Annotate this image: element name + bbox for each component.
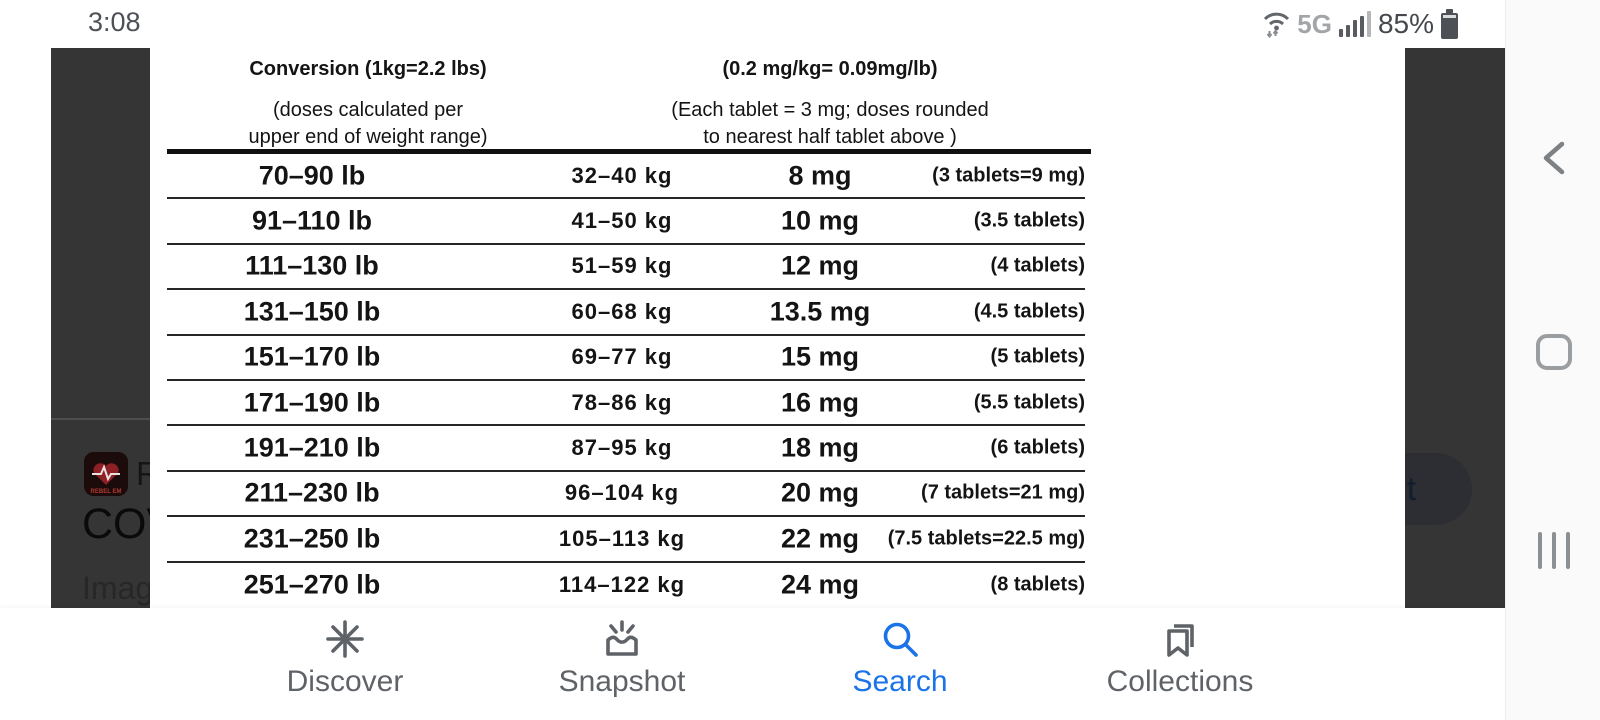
- dose-mg-cell: 24 mg: [780, 569, 860, 600]
- weight-kg-cell: 32–40 kg: [571, 162, 673, 188]
- dose-mg-cell: 18 mg: [780, 432, 860, 463]
- network-type-label: 5G: [1297, 8, 1332, 39]
- image-viewer-photo[interactable]: Conversion (1kg=2.2 lbs) (doses calculat…: [150, 48, 1405, 608]
- table-row: 70–90 lb 32–40 kg 8 mg (3 tablets=9 mg): [167, 154, 1085, 200]
- result-title-fragment: COV: [82, 500, 150, 548]
- tab-search[interactable]: Search: [770, 608, 1030, 700]
- wifi-icon: [1264, 12, 1290, 39]
- tablet-count-cell: (4 tablets): [990, 254, 1085, 277]
- table-row: 251–270 lb 114–122 kg 24 mg (8 tablets): [167, 563, 1085, 608]
- discover-asterisk-icon: [326, 620, 364, 658]
- recents-button[interactable]: [1506, 532, 1600, 569]
- table-row: 111–130 lb 51–59 kg 12 mg (4 tablets): [167, 245, 1085, 291]
- signal-strength-icon: [1338, 11, 1371, 37]
- status-bar: 3:08 5G 85%: [0, 0, 1505, 48]
- system-navigation-bar: [1505, 0, 1600, 720]
- weight-lb-cell: 70–90 lb: [258, 160, 366, 191]
- tablet-count-cell: (6 tablets): [990, 436, 1085, 459]
- site-name-fragment: R: [136, 455, 150, 492]
- snapshot-tray-icon: [606, 620, 638, 656]
- clock: 3:08: [88, 7, 141, 37]
- visit-button-label-fragment: t: [1407, 470, 1417, 507]
- table-row: 191–210 lb 87–95 kg 18 mg (6 tablets): [167, 426, 1085, 472]
- tab-label: Discover: [286, 665, 404, 698]
- home-icon: [1535, 334, 1572, 370]
- dose-mg-cell: 10 mg: [780, 205, 860, 236]
- dose-mg-cell: 22 mg: [780, 523, 860, 554]
- weight-kg-cell: 87–95 kg: [571, 435, 673, 461]
- header-rule: [167, 149, 1091, 154]
- table-row: 91–110 lb 41–50 kg 10 mg (3.5 tablets): [167, 199, 1085, 245]
- tablet-count-cell: (5 tablets): [990, 345, 1085, 368]
- weight-kg-cell: 96–104 kg: [564, 480, 680, 506]
- dose-mg-cell: 8 mg: [788, 160, 852, 191]
- weight-kg-cell: 78–86 kg: [571, 389, 673, 415]
- svg-text:REBEL EM: REBEL EM: [91, 489, 122, 495]
- dose-rate-header: (0.2 mg/kg= 0.09mg/lb): [722, 58, 938, 80]
- weight-lb-cell: 151–170 lb: [243, 341, 381, 372]
- tab-label: Snapshot: [558, 665, 686, 698]
- recents-icon: [1537, 532, 1570, 569]
- table-row: 231–250 lb 105–113 kg 22 mg (7.5 tablets…: [167, 517, 1085, 563]
- tablet-count-cell: (7 tablets=21 mg): [921, 481, 1085, 504]
- tablet-count-cell: (4.5 tablets): [973, 300, 1085, 323]
- collections-bookmark-icon: [1167, 624, 1194, 657]
- tab-label: Search: [852, 665, 948, 698]
- weight-lb-cell: 211–230 lb: [244, 477, 380, 508]
- table-row: 211–230 lb 96–104 kg 20 mg (7 tablets=21…: [167, 472, 1085, 518]
- table-header-right: (0.2 mg/kg= 0.09mg/lb) (Each tablet = 3 …: [600, 48, 1060, 151]
- weight-lb-cell: 191–210 lb: [243, 432, 381, 463]
- weight-kg-cell: 41–50 kg: [571, 208, 673, 234]
- table-header-left: Conversion (1kg=2.2 lbs) (doses calculat…: [150, 48, 586, 151]
- divider: [51, 418, 150, 420]
- tablet-count-cell: (7.5 tablets=22.5 mg): [887, 527, 1085, 550]
- table-row: 131–150 lb 60–68 kg 13.5 mg (4.5 tablets…: [167, 290, 1085, 336]
- tab-snapshot[interactable]: Snapshot: [492, 608, 752, 700]
- tab-collections[interactable]: Collections: [1050, 608, 1310, 700]
- weight-lb-cell: 231–250 lb: [243, 523, 381, 554]
- dim-overlay-left: REBEL EM R COV Imag: [51, 48, 150, 608]
- weight-lb-cell: 131–150 lb: [243, 296, 381, 327]
- weight-lb-cell: 171–190 lb: [243, 387, 381, 418]
- weight-lb-cell: 251–270 lb: [243, 569, 381, 600]
- tablet-count-cell: (8 tablets): [990, 573, 1085, 596]
- search-icon: [883, 622, 918, 657]
- weight-lb-cell: 111–130 lb: [245, 250, 379, 281]
- battery-icon: [1441, 9, 1458, 39]
- weight-kg-cell: 69–77 kg: [571, 344, 673, 370]
- weight-lb-cell: 91–110 lb: [251, 205, 373, 236]
- dose-mg-cell: 15 mg: [780, 341, 860, 372]
- battery-percent-label: 85%: [1377, 8, 1434, 39]
- dose-mg-cell: 20 mg: [780, 477, 860, 508]
- table-row: 151–170 lb 69–77 kg 15 mg (5 tablets): [167, 336, 1085, 381]
- weight-kg-cell: 60–68 kg: [571, 298, 673, 324]
- back-button[interactable]: [1506, 138, 1600, 178]
- home-button[interactable]: [1506, 334, 1600, 370]
- dose-mg-cell: 12 mg: [780, 250, 860, 281]
- site-favicon: REBEL EM: [84, 452, 128, 496]
- image-caption-fragment: Imag: [82, 570, 150, 606]
- tablet-count-cell: (3.5 tablets): [973, 209, 1085, 232]
- tablet-count-cell: (5.5 tablets): [973, 391, 1085, 414]
- weight-kg-cell: 114–122 kg: [558, 572, 686, 598]
- dose-mg-cell: 16 mg: [780, 387, 860, 418]
- weight-kg-cell: 105–113 kg: [558, 525, 686, 551]
- tab-discover[interactable]: Discover: [215, 608, 475, 700]
- tablet-count-cell: (3 tablets=9 mg): [932, 164, 1085, 187]
- table-row: 171–190 lb 78–86 kg 16 mg (5.5 tablets): [167, 381, 1085, 427]
- dose-mg-cell: 13.5 mg: [769, 296, 871, 327]
- tab-label: Collections: [1106, 665, 1254, 698]
- weight-kg-cell: 51–59 kg: [571, 253, 673, 279]
- conversion-table-rows: 70–90 lb 32–40 kg 8 mg (3 tablets=9 mg) …: [167, 154, 1085, 608]
- bottom-navigation: Discover Snapshot Search: [0, 608, 1505, 720]
- back-chevron-icon: [1543, 141, 1564, 175]
- dim-overlay-right: t: [1405, 48, 1505, 608]
- conversion-header: Conversion (1kg=2.2 lbs): [249, 58, 487, 80]
- visit-button[interactable]: [1405, 453, 1472, 525]
